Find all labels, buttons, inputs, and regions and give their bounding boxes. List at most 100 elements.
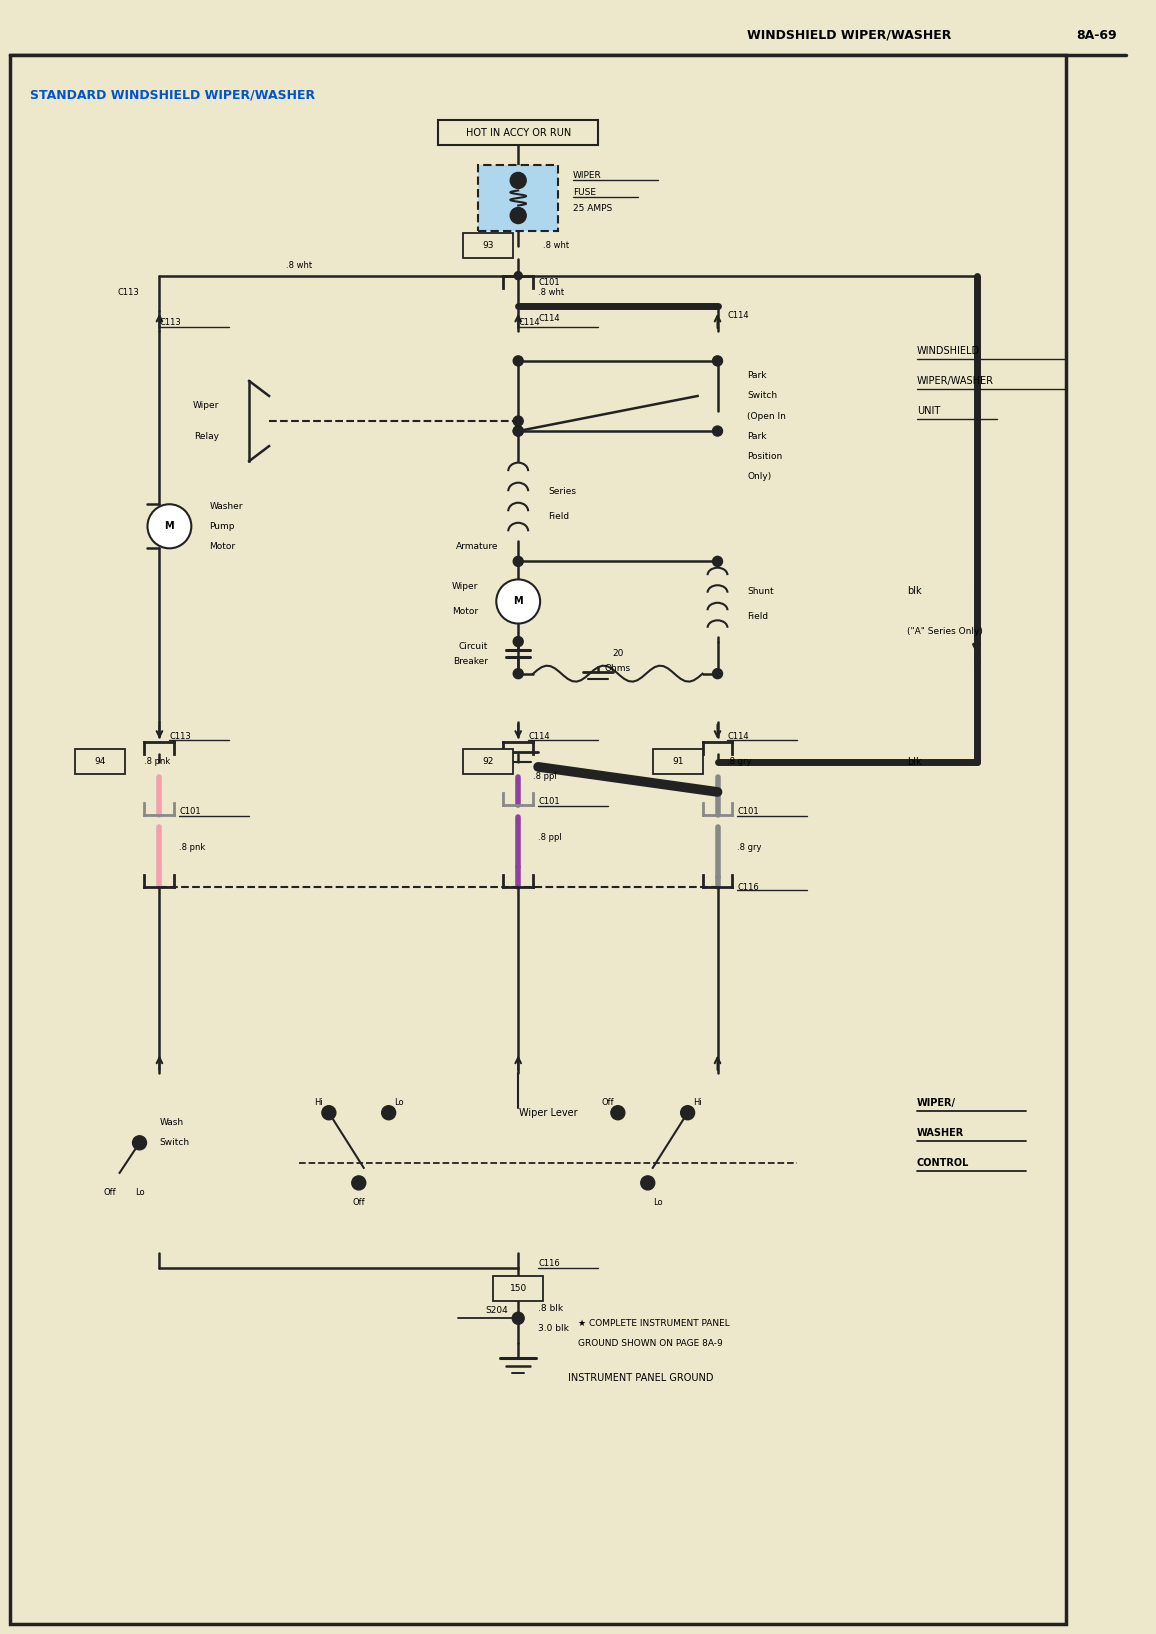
Text: Field: Field xyxy=(748,613,769,621)
Text: WINDSHIELD: WINDSHIELD xyxy=(917,346,980,356)
Circle shape xyxy=(496,580,540,624)
Text: Park: Park xyxy=(748,371,766,381)
Text: .8 pnk: .8 pnk xyxy=(179,843,206,851)
Text: 25 AMPS: 25 AMPS xyxy=(573,204,613,212)
Text: Off: Off xyxy=(353,1198,365,1208)
Text: Relay: Relay xyxy=(194,431,220,441)
Text: CONTROL: CONTROL xyxy=(917,1159,969,1168)
Text: Wiper: Wiper xyxy=(193,402,220,410)
Bar xyxy=(75,750,125,775)
Text: Off: Off xyxy=(103,1188,116,1198)
Text: C116: C116 xyxy=(539,1258,560,1268)
Circle shape xyxy=(510,208,526,224)
Text: C113: C113 xyxy=(160,319,181,327)
Circle shape xyxy=(513,426,524,436)
Text: M: M xyxy=(164,521,175,531)
Circle shape xyxy=(381,1106,395,1119)
Text: 150: 150 xyxy=(510,1284,527,1292)
Text: Shunt: Shunt xyxy=(748,587,775,596)
Text: 93: 93 xyxy=(482,242,494,250)
Circle shape xyxy=(712,426,722,436)
Circle shape xyxy=(712,356,722,366)
Text: FUSE: FUSE xyxy=(573,188,596,198)
Bar xyxy=(80,1072,897,1253)
Circle shape xyxy=(133,1136,147,1150)
Text: .8 ppl: .8 ppl xyxy=(533,773,557,781)
Text: C101: C101 xyxy=(539,797,560,807)
Text: WIPER: WIPER xyxy=(573,172,602,180)
Text: Pump: Pump xyxy=(209,521,235,531)
Bar xyxy=(479,165,558,230)
Text: (Open In: (Open In xyxy=(748,412,786,420)
Text: WIPER/: WIPER/ xyxy=(917,1098,956,1108)
Text: Hi: Hi xyxy=(694,1098,702,1108)
Text: .8 wht: .8 wht xyxy=(286,261,312,270)
Bar xyxy=(653,750,703,775)
Text: C101: C101 xyxy=(179,807,201,817)
Text: Circuit: Circuit xyxy=(459,642,488,650)
Circle shape xyxy=(610,1106,625,1119)
Circle shape xyxy=(513,556,524,567)
Circle shape xyxy=(712,668,722,678)
Circle shape xyxy=(712,556,722,567)
Text: 92: 92 xyxy=(482,758,494,766)
Text: .8 gry: .8 gry xyxy=(727,758,753,766)
Text: 94: 94 xyxy=(94,758,105,766)
Text: Motor: Motor xyxy=(452,606,479,616)
Text: blk: blk xyxy=(906,587,921,596)
Text: GROUND SHOWN ON PAGE 8A-9: GROUND SHOWN ON PAGE 8A-9 xyxy=(578,1338,722,1348)
Circle shape xyxy=(351,1176,365,1190)
Circle shape xyxy=(321,1106,336,1119)
Text: Position: Position xyxy=(748,451,783,461)
Text: Field: Field xyxy=(548,511,569,521)
Circle shape xyxy=(148,505,192,549)
Text: Hi: Hi xyxy=(314,1098,324,1108)
Text: C101: C101 xyxy=(738,807,759,817)
Text: Wiper Lever: Wiper Lever xyxy=(519,1108,577,1118)
Text: Only): Only) xyxy=(748,472,772,480)
Text: .8 ppl: .8 ppl xyxy=(539,833,562,842)
Circle shape xyxy=(513,356,524,366)
Circle shape xyxy=(514,271,523,279)
Text: C114: C114 xyxy=(727,310,749,320)
Text: 3.0 blk: 3.0 blk xyxy=(539,1324,569,1333)
Bar xyxy=(80,330,897,722)
Text: Wash: Wash xyxy=(160,1118,184,1127)
Text: .8 pnk: .8 pnk xyxy=(144,758,171,766)
Text: C113: C113 xyxy=(118,288,140,297)
Text: .8 wht: .8 wht xyxy=(543,242,569,250)
Circle shape xyxy=(513,637,524,647)
Text: WINDSHIELD WIPER/WASHER: WINDSHIELD WIPER/WASHER xyxy=(748,28,951,41)
Text: Lo: Lo xyxy=(394,1098,403,1108)
Text: ★ COMPLETE INSTRUMENT PANEL: ★ COMPLETE INSTRUMENT PANEL xyxy=(578,1319,729,1328)
Circle shape xyxy=(512,1312,524,1324)
Circle shape xyxy=(513,426,524,436)
Text: UNIT: UNIT xyxy=(917,405,940,417)
Text: Washer: Washer xyxy=(209,502,243,511)
Text: WIPER/WASHER: WIPER/WASHER xyxy=(917,376,994,386)
Text: .8 gry: .8 gry xyxy=(738,843,762,851)
Text: 8A-69: 8A-69 xyxy=(1076,28,1117,41)
Circle shape xyxy=(510,173,526,188)
Text: ("A" Series Only): ("A" Series Only) xyxy=(906,627,983,636)
Circle shape xyxy=(513,668,524,678)
Text: C114: C114 xyxy=(528,732,550,742)
Text: Ohms: Ohms xyxy=(605,663,631,673)
Text: Lo: Lo xyxy=(135,1188,144,1198)
Text: .8 blk: .8 blk xyxy=(539,1304,563,1312)
Text: Switch: Switch xyxy=(748,392,778,400)
Text: Switch: Switch xyxy=(160,1139,190,1147)
Text: C114: C114 xyxy=(727,732,749,742)
Bar xyxy=(494,1276,543,1301)
Text: S204: S204 xyxy=(486,1306,509,1315)
Text: C114: C114 xyxy=(539,314,560,324)
Circle shape xyxy=(640,1176,654,1190)
Circle shape xyxy=(513,417,524,426)
Text: Breaker: Breaker xyxy=(453,657,488,667)
Text: C116: C116 xyxy=(738,882,759,892)
Bar xyxy=(438,121,598,145)
Text: WASHER: WASHER xyxy=(917,1127,964,1137)
Text: Park: Park xyxy=(748,431,766,441)
Bar xyxy=(464,750,513,775)
Text: C101: C101 xyxy=(539,278,560,288)
